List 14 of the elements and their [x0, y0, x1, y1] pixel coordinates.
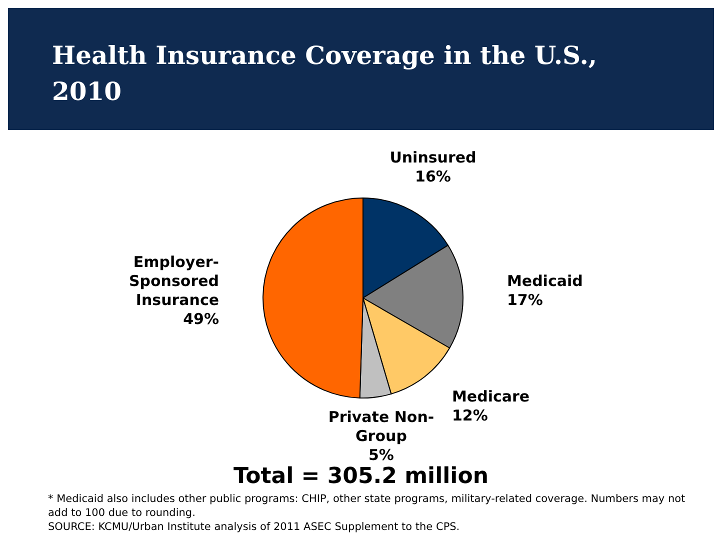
data-label: 5%: [368, 446, 394, 464]
data-label: 17%: [506, 291, 543, 310]
slice-label: Private Non-Group: [328, 408, 434, 445]
text: * Medicaid also includes other public programs: CHIP, other state programs, military-related coverage. Numbers may not add to 100 due to rounding.: [48, 492, 686, 520]
chart-title: Health Insurance Coverage in the U.S., 2010: [52, 40, 598, 108]
text: Total = 305.2 million: [232, 464, 490, 489]
source-note: SOURCE: KCMU/Urban Institute analysis of 2011 ASEC Supplement to the CPS.: [48, 520, 461, 534]
data-label: 16%: [415, 168, 451, 186]
slice-label: Employer-Sponsored Insurance: [128, 253, 220, 310]
data-label: 49%: [183, 310, 220, 328]
slice-label: Medicaid: [506, 272, 583, 290]
slice-label: Medicare: [452, 388, 530, 406]
data-label: 12%: [452, 406, 488, 425]
slice-label: Uninsured: [390, 148, 476, 167]
